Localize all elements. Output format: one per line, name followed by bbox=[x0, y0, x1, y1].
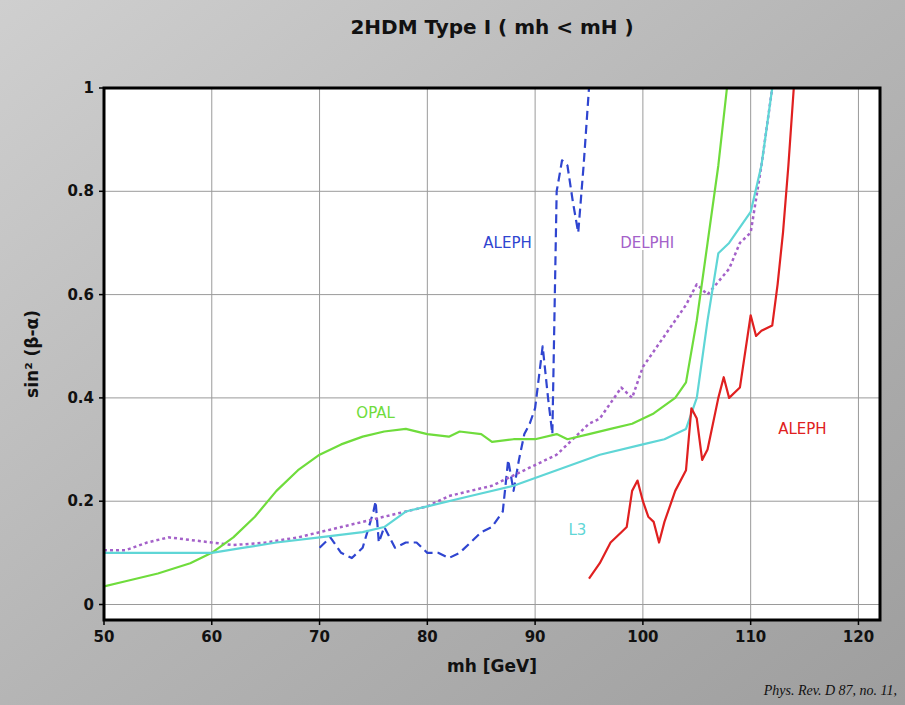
grid-line bbox=[858, 88, 859, 620]
y-tick-label: 0.8 bbox=[67, 182, 94, 200]
series-label: OPAL bbox=[356, 404, 395, 422]
tick bbox=[99, 191, 104, 193]
series-label: L3 bbox=[568, 521, 586, 539]
series-line bbox=[589, 88, 794, 579]
tick bbox=[99, 604, 104, 606]
tick bbox=[103, 620, 105, 625]
grid-line bbox=[750, 88, 751, 620]
tick bbox=[99, 87, 104, 89]
series-line bbox=[104, 88, 727, 586]
tick bbox=[858, 620, 860, 625]
tick bbox=[750, 620, 752, 625]
background bbox=[0, 0, 905, 705]
grid-line bbox=[319, 88, 320, 620]
x-tick-label: 100 bbox=[627, 628, 658, 646]
grid-line bbox=[427, 88, 428, 620]
grid-line bbox=[104, 294, 880, 295]
plot-area bbox=[104, 88, 880, 620]
x-tick-label: 90 bbox=[525, 628, 546, 646]
grid-line bbox=[642, 88, 643, 620]
annotation: Phys. Rev. D 87, no. 11, bbox=[763, 683, 897, 698]
x-tick-label: 80 bbox=[417, 628, 438, 646]
y-tick-label: 0.6 bbox=[67, 286, 94, 304]
tick bbox=[534, 620, 536, 625]
x-axis-label: mh [GeV] bbox=[447, 656, 537, 676]
y-tick-label: 0.4 bbox=[67, 389, 94, 407]
x-tick-label: 110 bbox=[735, 628, 766, 646]
grid-line bbox=[104, 191, 880, 192]
x-tick-label: 70 bbox=[309, 628, 330, 646]
chart: 50 60 70 80 90 100 110 120 0 0.2 0.4 0.6 0.8 1 2HDM Ty… bbox=[0, 0, 905, 705]
tick bbox=[99, 397, 104, 399]
tick bbox=[99, 500, 104, 502]
x-tick-label: 120 bbox=[843, 628, 874, 646]
series-line bbox=[104, 88, 772, 550]
series-labels: ALEPH DELPHI OPAL L3 ALEPH bbox=[356, 234, 826, 539]
tick bbox=[642, 620, 644, 625]
series-line bbox=[320, 88, 589, 558]
x-tick-label: 60 bbox=[201, 628, 222, 646]
title: 2HDM Type I ( mh < mH ) bbox=[350, 15, 633, 39]
tick bbox=[99, 294, 104, 296]
y-tick-label: 0 bbox=[84, 596, 94, 614]
grid bbox=[104, 88, 880, 620]
x-tick-label: 50 bbox=[94, 628, 115, 646]
grid-line bbox=[104, 604, 880, 605]
grid-line bbox=[211, 88, 212, 620]
plot-frame bbox=[104, 88, 880, 620]
y-axis-label: sin² (β-α) bbox=[22, 310, 42, 398]
series-group bbox=[104, 88, 794, 586]
series-label: ALEPH bbox=[778, 420, 826, 438]
tick bbox=[319, 620, 321, 625]
y-tick-label: 0.2 bbox=[67, 492, 94, 510]
tick bbox=[427, 620, 429, 625]
series-label: DELPHI bbox=[620, 234, 674, 252]
axes: 50 60 70 80 90 100 110 120 0 0.2 0.4 0.6 0.8 1 bbox=[67, 79, 874, 646]
tick bbox=[211, 620, 213, 625]
series-line bbox=[104, 88, 772, 553]
series-label: ALEPH bbox=[483, 234, 531, 252]
y-tick-label: 1 bbox=[84, 79, 94, 97]
grid-line bbox=[104, 501, 880, 502]
grid-line bbox=[535, 88, 536, 620]
grid-line bbox=[104, 397, 880, 398]
